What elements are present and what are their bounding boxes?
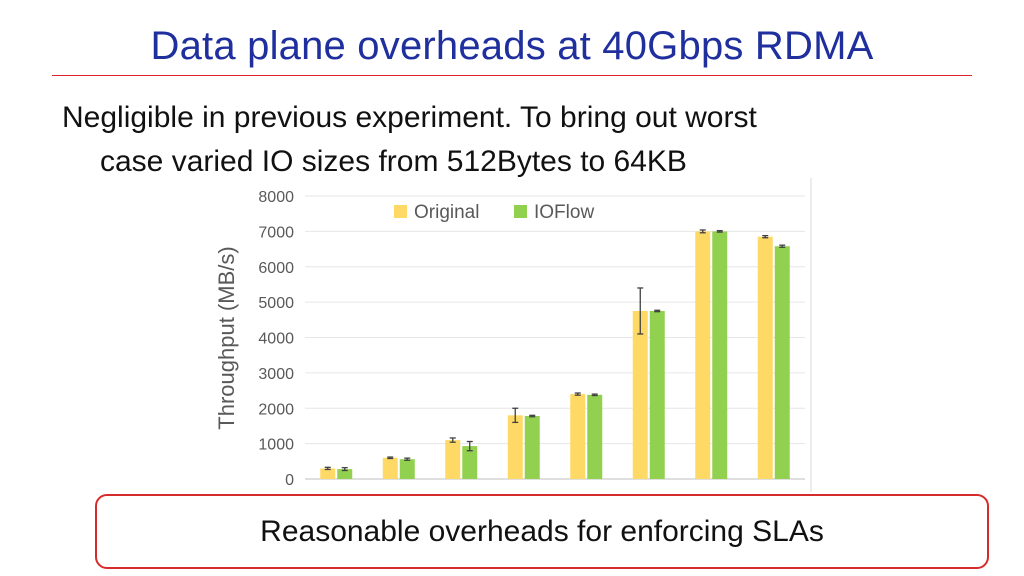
error-bar <box>716 230 723 233</box>
error-bar <box>591 393 598 397</box>
error-bar <box>779 244 786 248</box>
y-tick-label: 6000 <box>258 260 294 277</box>
bar-ioflow <box>712 231 728 479</box>
bar-original <box>382 457 398 479</box>
chart-gridlines <box>305 195 805 480</box>
y-tick-label: 5000 <box>258 295 294 312</box>
bar-original <box>570 394 586 479</box>
bullet-text: Negligible in previous experiment. To br… <box>62 96 962 184</box>
y-tick-label: 0 <box>285 472 294 489</box>
bar-ioflow <box>524 416 540 479</box>
y-axis-label: Throughput (MB/s) <box>214 246 239 429</box>
bar-ioflow <box>649 310 665 479</box>
error-bar <box>324 466 331 471</box>
error-bar <box>637 287 644 335</box>
error-bar <box>512 407 519 424</box>
y-axis: 0 1000 2000 3000 4000 5000 6000 7000 8000 <box>258 189 294 489</box>
error-bar <box>529 414 536 418</box>
callout-text: Reasonable overheads for enforcing SLAs <box>260 514 824 548</box>
error-bar <box>449 437 456 443</box>
error-bar <box>404 457 411 461</box>
bar-ioflow <box>462 446 478 479</box>
legend-swatch-ioflow <box>514 205 527 218</box>
y-tick-label: 3000 <box>258 366 294 383</box>
callout-box: Reasonable overheads for enforcing SLAs <box>95 494 989 569</box>
chart-legend: Original IOFlow <box>394 202 594 223</box>
bar-original <box>757 236 773 479</box>
error-bar <box>762 234 769 239</box>
y-tick-label: 8000 <box>258 189 294 206</box>
legend-label-original: Original <box>414 202 479 223</box>
y-tick-label: 4000 <box>258 331 294 348</box>
chart-bars <box>320 229 790 479</box>
bar-ioflow <box>774 246 790 479</box>
bar-original <box>445 440 461 479</box>
bar-ioflow <box>337 469 353 479</box>
error-bar <box>654 309 661 313</box>
y-tick-label: 1000 <box>258 437 294 454</box>
y-tick-label: 2000 <box>258 401 294 418</box>
bar-ioflow <box>587 394 603 479</box>
bar-original <box>507 415 523 479</box>
legend-label-ioflow: IOFlow <box>534 202 594 223</box>
slide-title: Data plane overheads at 40Gbps RDMA <box>150 24 874 68</box>
bullet-line-2: case varied IO sizes from 512Bytes to 64… <box>100 145 687 178</box>
legend-swatch-original <box>394 205 407 218</box>
y-tick-label: 7000 <box>258 224 294 241</box>
bar-original <box>695 231 711 479</box>
error-bar <box>466 440 473 452</box>
bar-ioflow <box>399 459 415 479</box>
error-bar <box>341 467 348 472</box>
bullet-line-1: Negligible in previous experiment. To br… <box>62 101 757 134</box>
bar-original <box>320 468 336 479</box>
error-bar <box>387 456 394 460</box>
error-bar <box>574 392 581 396</box>
bar-original <box>632 310 648 479</box>
title-divider <box>52 75 972 76</box>
error-bar <box>699 229 706 234</box>
